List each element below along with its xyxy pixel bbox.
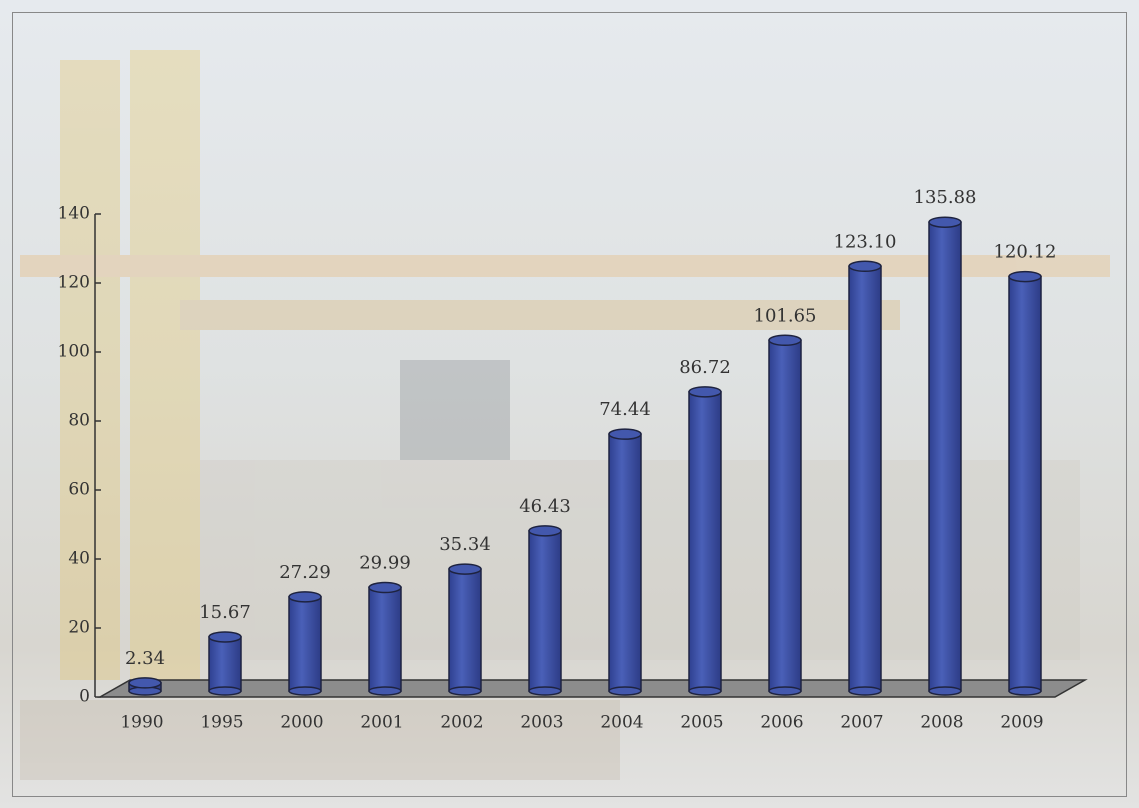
value-label: 46.43: [519, 496, 571, 517]
value-label: 135.88: [914, 187, 977, 208]
bar-cap: [608, 428, 642, 440]
bar: [1008, 275, 1042, 692]
bar: [528, 530, 562, 692]
bar-base: [448, 686, 482, 696]
bar-base: [368, 686, 402, 696]
bar-cap: [1008, 270, 1042, 283]
value-label: 120.12: [994, 242, 1057, 263]
x-tick-label: 2001: [360, 713, 403, 733]
x-tick-label: 2007: [840, 713, 883, 733]
x-tick-label: 2002: [440, 713, 483, 733]
x-tick-label: 1990: [120, 713, 163, 733]
x-tick-label: 2004: [600, 713, 643, 733]
bar-cap: [688, 386, 722, 398]
bar-cap: [208, 631, 242, 643]
bar-cap: [848, 260, 882, 273]
bar-cap: [288, 591, 322, 603]
bar: [848, 265, 882, 692]
y-tick-label: 20: [68, 618, 90, 638]
bar-base: [848, 686, 882, 696]
value-label: 15.67: [199, 602, 251, 623]
bar: [448, 568, 482, 692]
bar: [608, 433, 642, 692]
value-label: 35.34: [439, 534, 491, 555]
bar: [928, 221, 962, 692]
x-tick-label: 1995: [200, 713, 243, 733]
bar-base: [288, 686, 322, 696]
y-tick-label: 80: [68, 411, 90, 431]
x-tick-label: 2008: [920, 713, 963, 733]
bar: [368, 586, 402, 692]
bar-cap: [448, 563, 482, 575]
x-tick-label: 2006: [760, 713, 803, 733]
bar-base: [608, 686, 642, 696]
x-tick-label: 2003: [520, 713, 563, 733]
bar: [768, 339, 802, 692]
value-label: 27.29: [279, 562, 331, 583]
bar-cap: [768, 334, 802, 347]
value-label: 101.65: [754, 305, 817, 326]
bar: [208, 636, 242, 692]
value-label: 29.99: [359, 553, 411, 574]
y-tick-label: 120: [58, 273, 90, 293]
y-tick-label: 40: [68, 549, 90, 569]
value-label: 123.10: [834, 231, 897, 252]
frame: [12, 12, 1127, 797]
bar-cap: [928, 216, 962, 228]
value-label: 2.34: [125, 648, 165, 669]
floor: [97, 679, 1088, 698]
bar-cap: [128, 677, 162, 689]
x-tick-label: 2000: [280, 713, 323, 733]
bar-base: [528, 686, 562, 696]
bar-base: [768, 686, 802, 696]
bar-cap: [368, 581, 402, 594]
value-label: 74.44: [599, 399, 651, 420]
y-tick-label: 0: [79, 687, 90, 707]
x-tick-label: 2009: [1000, 713, 1043, 733]
bar-base: [688, 686, 722, 696]
y-tick-label: 140: [58, 204, 90, 224]
bar: [288, 596, 322, 692]
bar-base: [928, 686, 962, 696]
bar: [688, 391, 722, 692]
value-label: 86.72: [679, 357, 731, 378]
x-tick-label: 2005: [680, 713, 723, 733]
bar-base: [208, 686, 242, 696]
bar-base: [1008, 686, 1042, 696]
y-tick-label: 60: [68, 480, 90, 500]
bar-cap: [528, 525, 562, 537]
y-tick-label: 100: [58, 342, 90, 362]
